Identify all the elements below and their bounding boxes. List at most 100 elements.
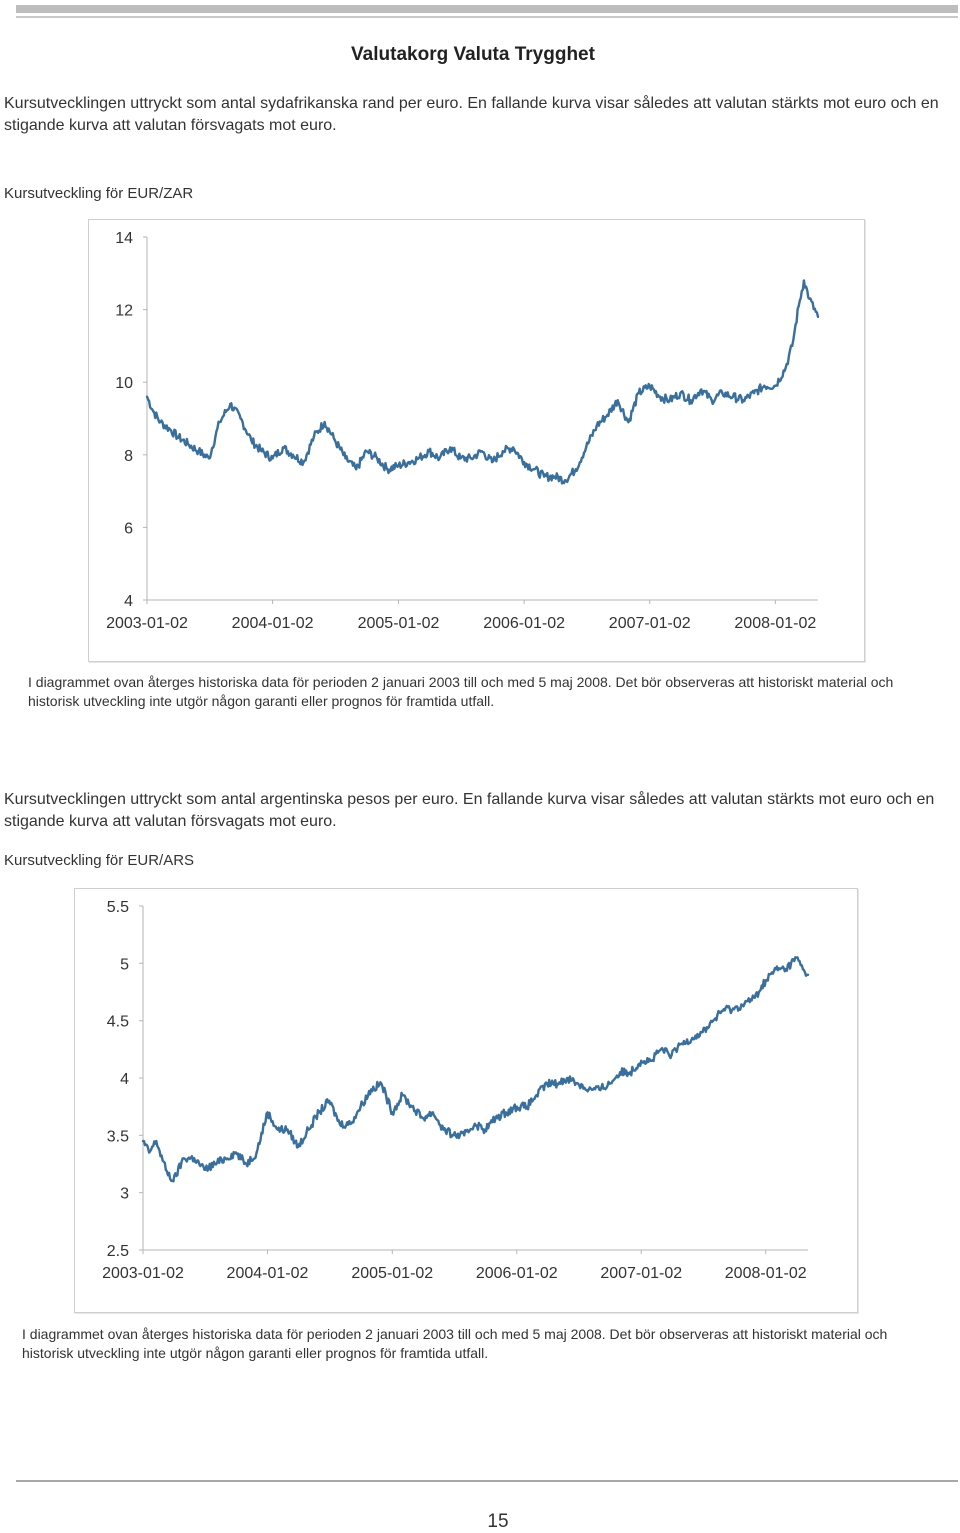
ars-data-point (680, 1042, 683, 1045)
zar-data-point (355, 468, 358, 471)
ars-data-point (670, 1053, 673, 1057)
zar-data-point (428, 450, 431, 453)
page-number: 15 (487, 1511, 509, 1532)
ars-data-point (753, 996, 756, 999)
ars-y-tick-label: 5.5 (107, 899, 129, 916)
bottom-rule (16, 1480, 958, 1482)
ars-data-point (391, 1111, 394, 1114)
zar-disclaimer: I diagrammet ovan återges historiska dat… (28, 674, 894, 709)
zar-data-point (344, 457, 347, 460)
zar-data-point (616, 399, 619, 402)
zar-data-point (176, 435, 179, 438)
zar-data-point (207, 457, 211, 460)
zar-data-point (542, 475, 546, 478)
zar-data-point (260, 450, 263, 453)
zar-data-point (721, 391, 724, 395)
zar-data-point (595, 424, 598, 427)
ars-data-point (286, 1128, 289, 1131)
ars-data-point (722, 1008, 725, 1011)
ars-data-point (193, 1157, 196, 1160)
zar-data-point (333, 439, 337, 442)
ars-data-point (743, 1002, 746, 1005)
zar-data-point (459, 457, 462, 460)
ars-data-point (587, 1088, 590, 1091)
zar-data-point (637, 391, 640, 395)
ars-data-point (712, 1019, 715, 1022)
zar-x-tick-label: 2004-01-02 (232, 615, 314, 632)
top-rule-thin (16, 16, 958, 18)
ars-data-point (640, 1059, 643, 1062)
ars-data-point (255, 1151, 258, 1154)
zar-data-point (584, 446, 588, 449)
zar-data-point (397, 464, 400, 467)
zar-data-point (168, 428, 172, 431)
ars-chart-title: Kursutveckling för EUR/ARS (4, 852, 195, 869)
ars-data-point (297, 1145, 300, 1148)
zar-data-point (752, 391, 756, 395)
ars-x-tick-label: 2005-01-02 (351, 1265, 433, 1282)
zar-data-point (239, 417, 242, 420)
ars-data-point (701, 1030, 704, 1034)
ars-data-point (801, 967, 805, 971)
zar-data-point (791, 344, 794, 348)
ars-data-point (182, 1157, 185, 1160)
zar-data-point (802, 279, 806, 282)
ars-x-tick-label: 2007-01-02 (600, 1265, 682, 1282)
zar-y-tick-label: 12 (115, 303, 133, 320)
ars-y-tick-label: 4 (120, 1071, 129, 1088)
zar-data-point (522, 460, 526, 464)
zar-data-point (407, 460, 411, 464)
ars-data-point (442, 1128, 445, 1131)
zar-x-tick-label: 2006-01-02 (483, 615, 565, 632)
zar-chart-title: Kursutveckling för EUR/ZAR (4, 185, 194, 202)
ars-data-point (774, 967, 778, 971)
ars-data-point (359, 1105, 362, 1108)
zar-data-point (731, 395, 735, 398)
ars-data-point (535, 1094, 538, 1097)
zar-data-point (417, 457, 420, 460)
ars-data-point (576, 1082, 580, 1085)
zar-x-tick-label: 2005-01-02 (358, 615, 440, 632)
ars-data-point (369, 1088, 373, 1091)
zar-data-point (291, 453, 295, 456)
ars-x-tick-label: 2004-01-02 (227, 1265, 309, 1282)
ars-data-point (307, 1128, 310, 1131)
ars-data-point (629, 1071, 632, 1074)
zar-data-point (627, 420, 630, 424)
zar-data-point (186, 442, 190, 446)
ars-data-point (172, 1180, 175, 1183)
ars-data-point (421, 1116, 424, 1120)
ars-data-point (483, 1128, 487, 1131)
zar-data-point (606, 413, 609, 417)
ars-data-point (213, 1162, 217, 1166)
ars-data-point (276, 1128, 279, 1131)
ars-data-point (764, 979, 767, 982)
zar-data-point (250, 439, 253, 442)
zar-data-point (302, 460, 305, 464)
ars-data-point (494, 1116, 497, 1120)
zar-data-point (797, 304, 800, 308)
ars-data-point (155, 1139, 158, 1143)
zar-data-point (742, 399, 745, 402)
zar-data-point (553, 475, 556, 478)
ars-data-point (431, 1111, 435, 1114)
ars-data-point (598, 1088, 601, 1091)
ars-data-point (566, 1076, 570, 1080)
zar-data-point (218, 420, 221, 424)
zar-data-point (774, 384, 777, 387)
page-title: Valutakorg Valuta Trygghet (351, 44, 595, 65)
zar-data-point (574, 468, 577, 471)
ars-data-point (650, 1059, 653, 1062)
zar-data-point (700, 388, 703, 391)
zar-data-point (312, 435, 316, 438)
zar-data-point (511, 446, 515, 449)
ars-data-point (463, 1134, 466, 1137)
ars-data-point (141, 1139, 145, 1143)
ars-chart-frame: 5.5 5 4.5 4 3.5 3 2.5 2003-01-02 2004-01-02 2005-… (74, 888, 858, 1313)
zar-data-point (449, 446, 452, 449)
zar-y-tick-label: 10 (115, 375, 133, 392)
zar-data-point (648, 384, 651, 387)
zar-series-line (145, 279, 820, 485)
ars-data-point (380, 1082, 383, 1085)
ars-data-point (525, 1105, 529, 1108)
